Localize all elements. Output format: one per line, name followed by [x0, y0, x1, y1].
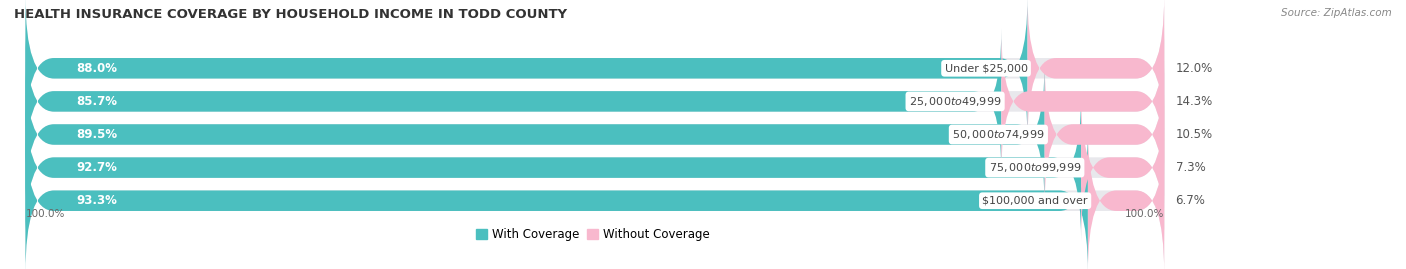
- Text: 10.5%: 10.5%: [1175, 128, 1213, 141]
- FancyBboxPatch shape: [25, 95, 1081, 240]
- Text: 12.0%: 12.0%: [1175, 62, 1213, 75]
- Text: 6.7%: 6.7%: [1175, 194, 1205, 207]
- Text: 85.7%: 85.7%: [77, 95, 118, 108]
- Text: 100.0%: 100.0%: [1125, 209, 1164, 219]
- Text: 92.7%: 92.7%: [77, 161, 118, 174]
- Text: Source: ZipAtlas.com: Source: ZipAtlas.com: [1281, 8, 1392, 18]
- Text: $75,000 to $99,999: $75,000 to $99,999: [988, 161, 1081, 174]
- Text: 7.3%: 7.3%: [1175, 161, 1205, 174]
- FancyBboxPatch shape: [1028, 0, 1164, 141]
- Text: 100.0%: 100.0%: [25, 209, 65, 219]
- FancyBboxPatch shape: [1081, 95, 1164, 240]
- Text: Under $25,000: Under $25,000: [945, 63, 1028, 73]
- Text: $50,000 to $74,999: $50,000 to $74,999: [952, 128, 1045, 141]
- Text: 14.3%: 14.3%: [1175, 95, 1213, 108]
- Text: 93.3%: 93.3%: [77, 194, 118, 207]
- Legend: With Coverage, Without Coverage: With Coverage, Without Coverage: [471, 223, 714, 246]
- FancyBboxPatch shape: [25, 128, 1164, 269]
- FancyBboxPatch shape: [25, 95, 1164, 240]
- FancyBboxPatch shape: [1001, 29, 1164, 174]
- FancyBboxPatch shape: [25, 29, 1001, 174]
- FancyBboxPatch shape: [25, 0, 1028, 141]
- Text: 89.5%: 89.5%: [77, 128, 118, 141]
- FancyBboxPatch shape: [25, 128, 1088, 269]
- FancyBboxPatch shape: [25, 0, 1164, 141]
- FancyBboxPatch shape: [25, 29, 1164, 174]
- Text: HEALTH INSURANCE COVERAGE BY HOUSEHOLD INCOME IN TODD COUNTY: HEALTH INSURANCE COVERAGE BY HOUSEHOLD I…: [14, 8, 567, 21]
- FancyBboxPatch shape: [25, 62, 1164, 207]
- FancyBboxPatch shape: [25, 62, 1045, 207]
- FancyBboxPatch shape: [1088, 128, 1164, 269]
- Text: 88.0%: 88.0%: [77, 62, 118, 75]
- Text: $100,000 and over: $100,000 and over: [983, 196, 1088, 206]
- FancyBboxPatch shape: [1045, 62, 1164, 207]
- Text: $25,000 to $49,999: $25,000 to $49,999: [908, 95, 1001, 108]
